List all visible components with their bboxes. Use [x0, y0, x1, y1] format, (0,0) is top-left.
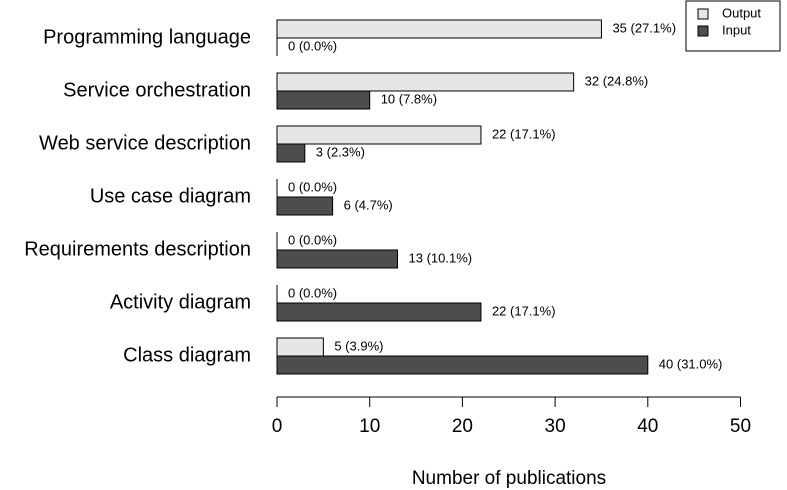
data-label-input: 22 (17.1%) — [492, 303, 556, 318]
legend-label: Output — [722, 5, 761, 20]
data-label-output: 22 (17.1%) — [492, 126, 556, 141]
legend-label: Input — [722, 22, 751, 37]
data-label-output: 32 (24.8%) — [585, 73, 649, 88]
bar-output — [276, 337, 324, 357]
data-label-output: 0 (0.0%) — [288, 179, 337, 194]
bar-input — [276, 249, 399, 269]
category-label: Web service description — [39, 132, 251, 154]
category-label: Requirements description — [24, 238, 251, 260]
bar-output — [276, 125, 482, 145]
x-axis: 0 10 20 30 40 50 — [272, 396, 751, 437]
legend: Output Input — [685, 0, 781, 52]
x-tick-label: 50 — [730, 416, 751, 437]
data-label-output: 0 (0.0%) — [288, 232, 337, 247]
bar-input — [276, 90, 371, 110]
legend-swatch — [697, 8, 709, 20]
x-tick-label: 40 — [637, 416, 658, 437]
bar-input — [276, 196, 334, 216]
bars-group — [276, 19, 649, 375]
data-label-input: 6 (4.7%) — [344, 197, 393, 212]
data-label-input: 10 (7.8%) — [381, 91, 437, 106]
category-label: Service orchestration — [63, 79, 251, 101]
data-label-output: 5 (3.9%) — [334, 338, 383, 353]
data-label-output: 35 (27.1%) — [612, 20, 676, 35]
x-tick-label: 20 — [452, 416, 473, 437]
category-label: Programming language — [43, 26, 251, 48]
x-axis-title: Number of publications — [412, 468, 606, 489]
bar-output — [276, 72, 575, 92]
data-label-input: 40 (31.0%) — [659, 356, 723, 371]
category-labels-group: Programming language Service orchestratio… — [24, 26, 251, 366]
x-tick-label: 10 — [359, 416, 380, 437]
data-labels-group: 35 (27.1%) 0 (0.0%) 32 (24.8%) 10 (7.8%) 22 … — [288, 20, 722, 371]
bar-input — [276, 355, 649, 375]
bar-input — [276, 143, 306, 163]
data-label-output: 0 (0.0%) — [288, 285, 337, 300]
category-label: Use case diagram — [90, 185, 251, 207]
category-label: Activity diagram — [110, 291, 251, 313]
data-label-input: 3 (2.3%) — [316, 144, 365, 159]
bar-output — [276, 19, 602, 39]
legend-swatch — [697, 25, 709, 37]
data-label-input: 13 (10.1%) — [409, 250, 473, 265]
x-tick-label: 0 — [272, 416, 283, 437]
x-tick-label: 30 — [545, 416, 566, 437]
data-label-input: 0 (0.0%) — [288, 38, 337, 53]
bar-input — [276, 302, 482, 322]
category-label: Class diagram — [123, 344, 251, 366]
